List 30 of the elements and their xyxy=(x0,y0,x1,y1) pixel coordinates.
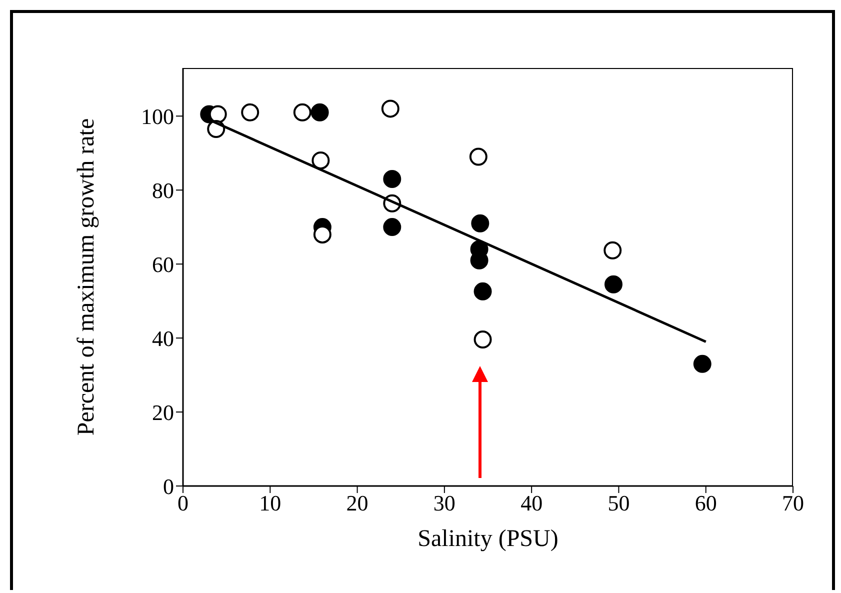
y-tick-label: 40 xyxy=(152,326,174,351)
point xyxy=(693,354,712,373)
point xyxy=(383,170,402,188)
x-tick-label: 40 xyxy=(520,490,543,516)
y-tick-label: 0 xyxy=(163,474,174,499)
point xyxy=(604,275,622,294)
point xyxy=(241,103,260,122)
point xyxy=(471,214,490,232)
point xyxy=(604,241,622,260)
x-tick-label: 70 xyxy=(782,490,804,516)
y-tick-label: 80 xyxy=(152,178,174,203)
point xyxy=(474,282,492,300)
y-tick-label: 60 xyxy=(152,252,174,277)
point xyxy=(383,218,402,236)
y-tick-label: 20 xyxy=(152,400,174,425)
point xyxy=(208,105,227,124)
x-tick-label: 20 xyxy=(346,490,368,516)
x-tick-label: 60 xyxy=(694,490,717,516)
y-axis-title: Percent of maximum growth rate xyxy=(74,118,100,436)
x-axis-title: Salinity (PSU) xyxy=(418,526,558,552)
x-tick-label: 10 xyxy=(259,490,282,516)
x-tick-label: 50 xyxy=(608,490,630,516)
x-tick-label: 30 xyxy=(433,490,456,516)
point xyxy=(310,103,329,122)
point xyxy=(293,103,312,122)
point xyxy=(312,151,330,170)
y-tick-label: 100 xyxy=(141,104,174,129)
point xyxy=(469,148,488,166)
point xyxy=(474,330,492,349)
point xyxy=(381,100,400,118)
